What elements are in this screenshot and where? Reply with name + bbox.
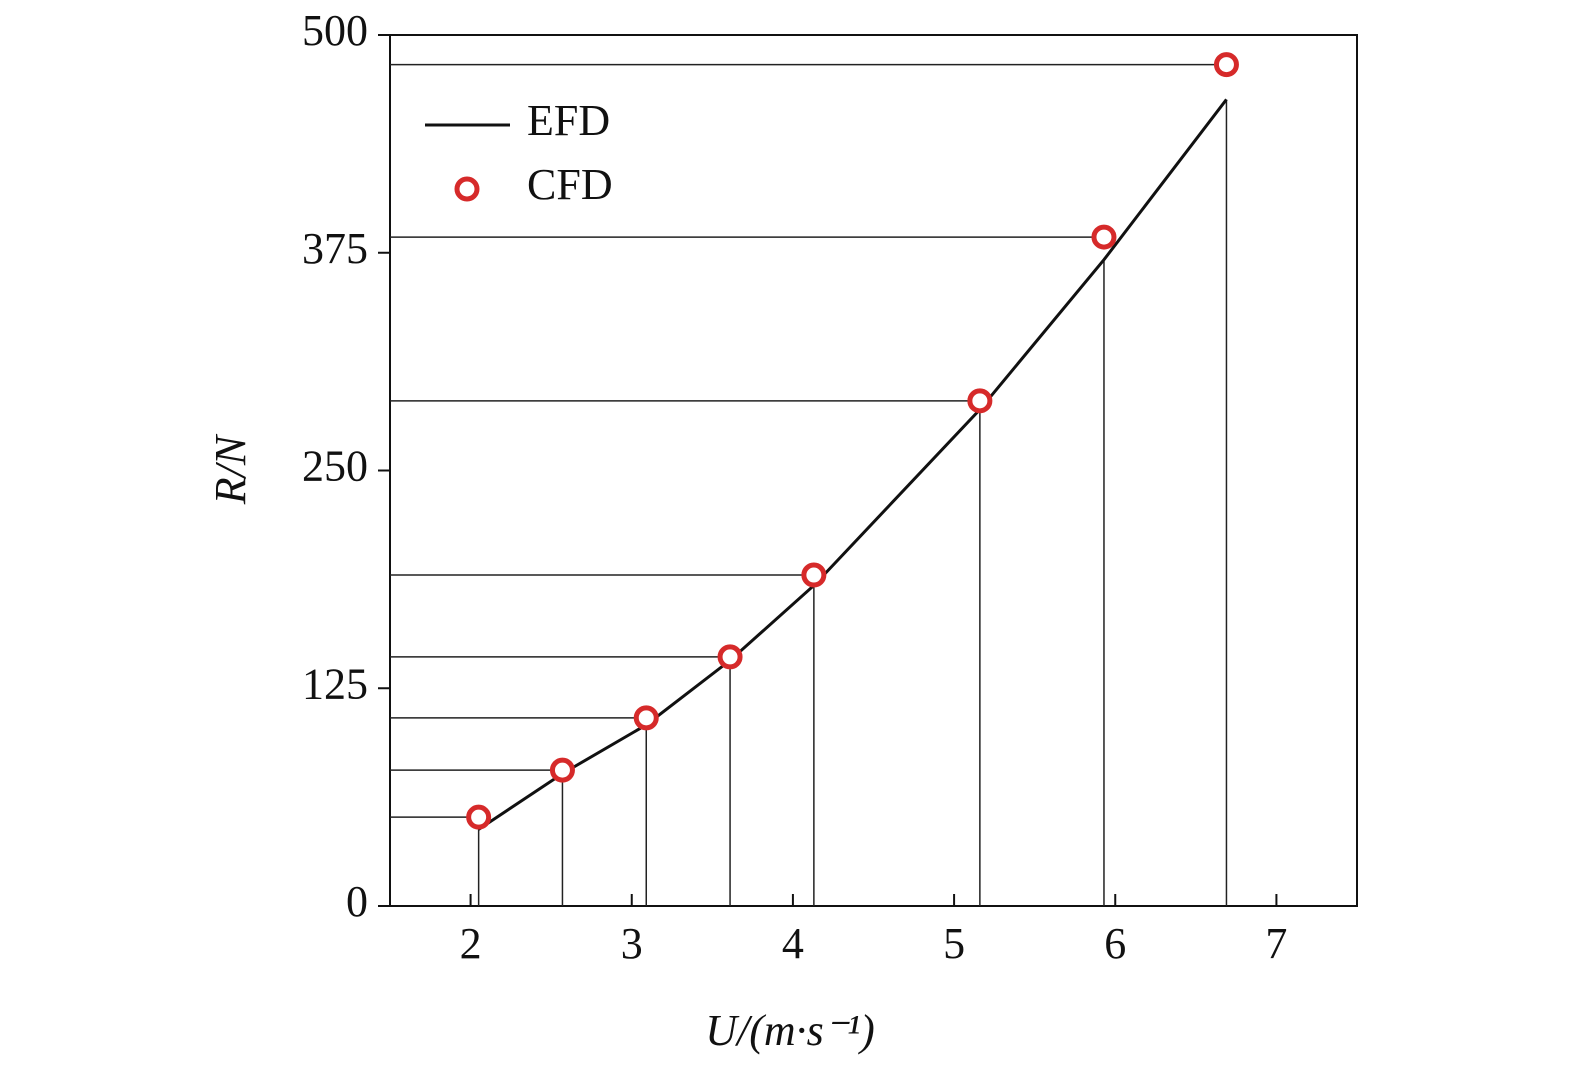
data-point — [466, 804, 492, 830]
legend-label: CFD — [527, 160, 613, 209]
data-point — [633, 705, 659, 731]
x-tick-label: 3 — [621, 919, 643, 968]
y-tick-label: 375 — [302, 224, 368, 273]
data-point — [1091, 224, 1117, 250]
x-tick-label: 4 — [782, 919, 804, 968]
y-tick-label: 0 — [346, 877, 368, 926]
y-tick-label: 250 — [302, 442, 368, 491]
x-tick-label: 2 — [460, 919, 482, 968]
data-point — [967, 388, 993, 414]
data-point — [1213, 52, 1239, 78]
x-axis-label: U/(m·s⁻¹) — [705, 1006, 875, 1055]
data-point — [801, 562, 827, 588]
y-tick-label: 500 — [302, 6, 368, 55]
data-point — [549, 757, 575, 783]
legend-marker — [454, 176, 480, 202]
x-tick-label: 6 — [1104, 919, 1126, 968]
data-line — [477, 98, 1228, 831]
x-tick-label: 5 — [943, 919, 965, 968]
y-tick-label: 125 — [302, 659, 368, 708]
legend-label: EFD — [527, 96, 610, 145]
x-tick-label: 7 — [1265, 919, 1287, 968]
data-point — [717, 644, 743, 670]
y-axis-label: R/N — [206, 433, 255, 505]
